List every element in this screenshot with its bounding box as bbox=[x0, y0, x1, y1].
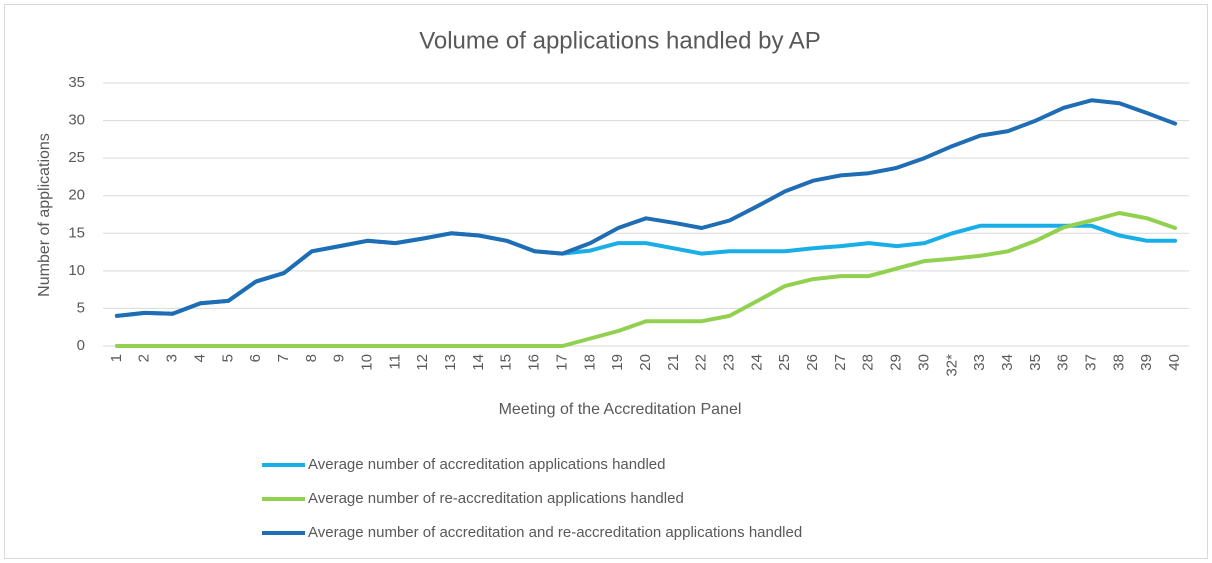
y-tick-label: 5 bbox=[77, 299, 85, 316]
x-tick-label: 7 bbox=[275, 354, 292, 362]
x-tick-label: 4 bbox=[191, 354, 208, 362]
series-line bbox=[114, 211, 1178, 348]
y-tick-label: 10 bbox=[68, 262, 85, 279]
series-line bbox=[114, 98, 1178, 318]
x-tick-label: 36 bbox=[1055, 354, 1072, 371]
chart-title: Volume of applications handled by AP bbox=[419, 27, 821, 54]
x-tick-label: 14 bbox=[470, 354, 487, 371]
x-tick-label: 28 bbox=[860, 354, 877, 371]
x-tick-label: 40 bbox=[1166, 354, 1183, 371]
x-tick-label: 13 bbox=[442, 354, 459, 371]
y-tick-label: 15 bbox=[68, 224, 85, 241]
x-tick-label: 24 bbox=[748, 354, 765, 371]
x-tick-label: 12 bbox=[414, 354, 431, 371]
chart-border bbox=[4, 4, 1208, 559]
x-tick-label: 21 bbox=[665, 354, 682, 371]
x-tick-label: 11 bbox=[386, 354, 403, 370]
x-tick-label: 18 bbox=[581, 354, 598, 371]
x-tick-label: 10 bbox=[359, 354, 376, 371]
x-tick-label: 15 bbox=[498, 354, 515, 371]
y-axis-title: Number of applications bbox=[36, 133, 53, 297]
x-tick-label: 25 bbox=[776, 354, 793, 371]
x-tick-label: 37 bbox=[1083, 354, 1100, 371]
x-tick-label: 23 bbox=[721, 354, 738, 371]
x-tick-label: 27 bbox=[832, 354, 849, 371]
x-tick-label: 20 bbox=[637, 354, 654, 371]
x-tick-label: 6 bbox=[247, 354, 264, 362]
x-tick-label: 3 bbox=[164, 354, 181, 362]
x-tick-label: 34 bbox=[999, 354, 1016, 371]
x-axis-title: Meeting of the Accreditation Panel bbox=[499, 401, 742, 418]
x-tick-label: 1 bbox=[108, 354, 125, 362]
x-tick-label: 32* bbox=[943, 354, 960, 377]
x-tick-label: 16 bbox=[526, 354, 543, 371]
x-tick-label: 5 bbox=[219, 354, 236, 362]
x-tick-label: 17 bbox=[553, 354, 570, 371]
legend-label: Average number of accreditation applicat… bbox=[308, 456, 665, 473]
x-tick-label: 33 bbox=[971, 354, 988, 371]
x-tick-label: 9 bbox=[331, 354, 348, 362]
x-tick-label: 29 bbox=[888, 354, 905, 371]
y-tick-label: 0 bbox=[77, 337, 85, 354]
legend-label: Average number of re-accreditation appli… bbox=[308, 490, 684, 507]
x-tick-label: 38 bbox=[1110, 354, 1127, 371]
x-tick-label: 35 bbox=[1027, 354, 1044, 371]
x-tick-label: 22 bbox=[693, 354, 710, 371]
legend-label: Average number of accreditation and re-a… bbox=[308, 524, 802, 541]
x-tick-label: 8 bbox=[303, 354, 320, 362]
y-tick-label: 25 bbox=[68, 149, 85, 166]
x-tick-label: 19 bbox=[609, 354, 626, 371]
y-tick-label: 35 bbox=[68, 74, 85, 91]
y-tick-label: 30 bbox=[68, 112, 85, 129]
x-tick-label: 26 bbox=[804, 354, 821, 371]
x-tick-label: 30 bbox=[915, 354, 932, 371]
y-tick-label: 20 bbox=[68, 187, 85, 204]
x-tick-label: 2 bbox=[136, 354, 153, 362]
x-tick-label: 39 bbox=[1138, 354, 1155, 371]
